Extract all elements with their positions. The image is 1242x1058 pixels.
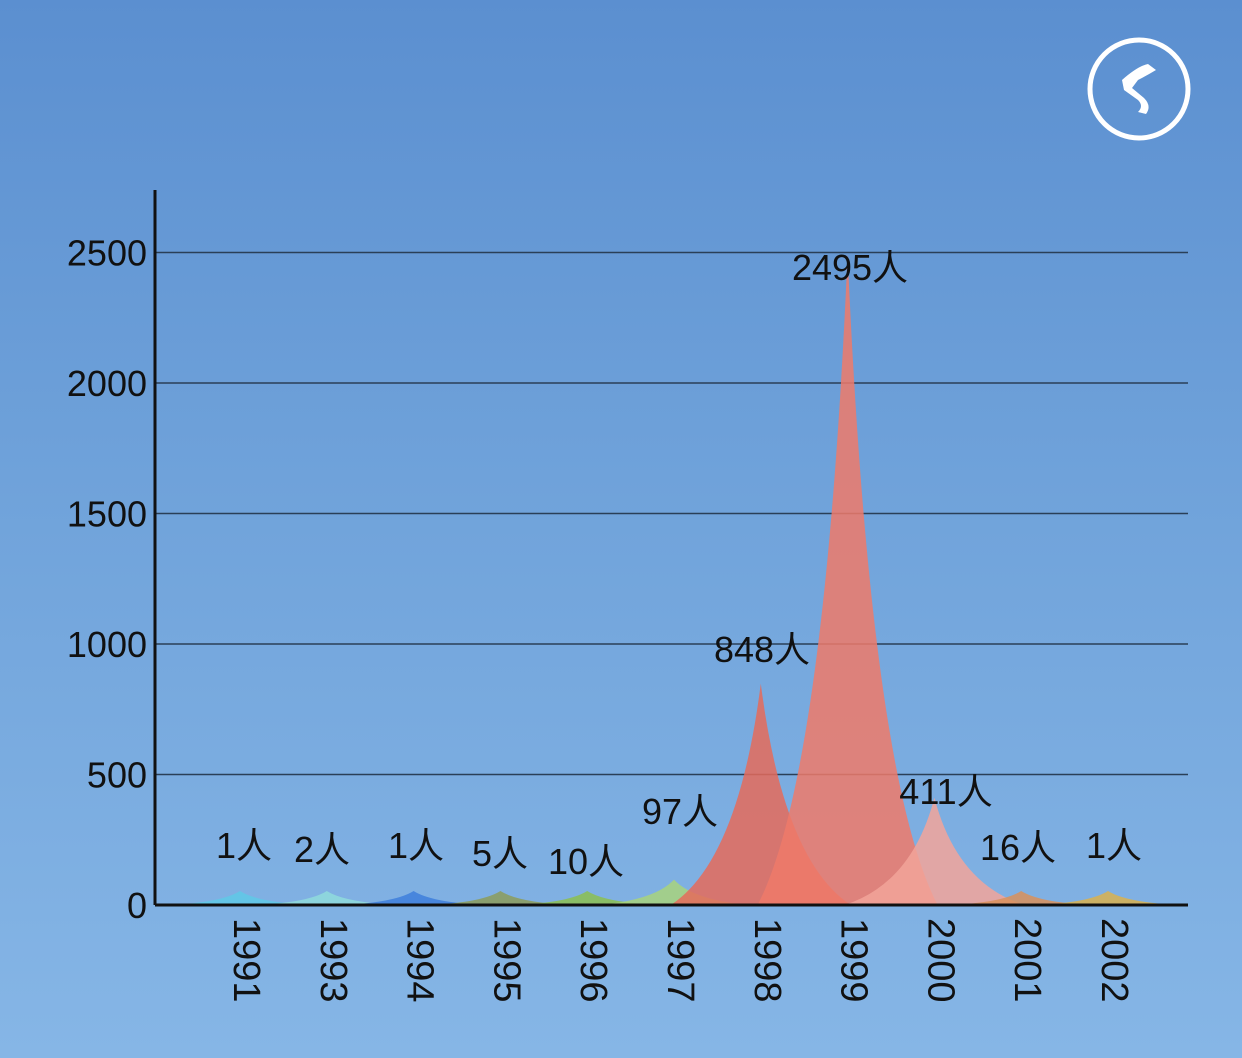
peak-2000: [844, 797, 1025, 905]
data-label-1994: 1人: [388, 825, 444, 866]
x-tick-2002: 2002: [1093, 918, 1135, 1003]
y-tick-2500: 2500: [67, 233, 147, 274]
data-label-1999: 2495人: [792, 247, 908, 288]
peak-1996: [517, 891, 658, 905]
peak-1995: [430, 891, 571, 905]
data-label-1998: 848人: [714, 629, 810, 670]
x-tick-labels: 1991 1993 1994 1995 1996 1997 1998 1999 2000 2001…: [225, 918, 1135, 1003]
peak-2001: [951, 891, 1092, 905]
axes: [153, 190, 1188, 907]
data-label-1995: 5人: [472, 833, 528, 874]
x-tick-1995: 1995: [485, 918, 527, 1003]
x-tick-1994: 1994: [399, 918, 441, 1003]
peak-1999: [757, 253, 938, 905]
x-tick-1996: 1996: [572, 918, 614, 1003]
data-label-1993: 2人: [294, 829, 350, 870]
data-label-1996: 10人: [548, 841, 624, 882]
peak-1998: [670, 683, 851, 905]
x-tick-1998: 1998: [746, 918, 788, 1003]
data-label-2000: 411人: [899, 771, 992, 812]
data-label-1991: 1人: [216, 825, 272, 866]
data-label-2002: 1人: [1086, 825, 1142, 866]
y-tick-2000: 2000: [67, 363, 147, 404]
data-label-2001: 16人: [980, 827, 1056, 868]
x-tick-2000: 2000: [919, 918, 961, 1003]
peak-1997: [599, 879, 749, 905]
data-label-1997: 97人: [642, 791, 718, 832]
peak-1991: [170, 891, 310, 905]
peak-2002: [1038, 891, 1178, 905]
x-tick-2001: 2001: [1006, 918, 1048, 1003]
data-labels: 1人 2人 1人 5人 10人 97人 848人 2495人 411人 16人 1人: [216, 247, 1142, 882]
peak-1993: [256, 891, 397, 905]
x-tick-1993: 1993: [312, 918, 354, 1003]
y-tick-1000: 1000: [67, 624, 147, 665]
x-tick-1999: 1999: [833, 918, 875, 1003]
music-note-circle-icon: [1087, 37, 1191, 141]
y-tick-1500: 1500: [67, 494, 147, 535]
y-tick-labels: 0 500 1000 1500 2000 2500: [67, 233, 147, 927]
y-tick-500: 500: [87, 755, 147, 796]
x-tick-1997: 1997: [659, 918, 701, 1003]
peak-1994: [343, 891, 484, 905]
gridlines: [155, 251, 1188, 776]
y-tick-0: 0: [127, 885, 147, 926]
x-tick-1991: 1991: [225, 918, 267, 1003]
series-peaks: [170, 253, 1178, 905]
